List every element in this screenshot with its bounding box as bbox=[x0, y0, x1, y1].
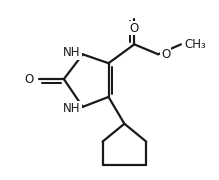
Text: O: O bbox=[161, 48, 170, 61]
Text: NH: NH bbox=[63, 102, 81, 115]
Text: NH: NH bbox=[63, 46, 81, 59]
Text: O: O bbox=[130, 22, 139, 35]
Text: O: O bbox=[25, 73, 34, 86]
Text: CH₃: CH₃ bbox=[184, 38, 206, 51]
